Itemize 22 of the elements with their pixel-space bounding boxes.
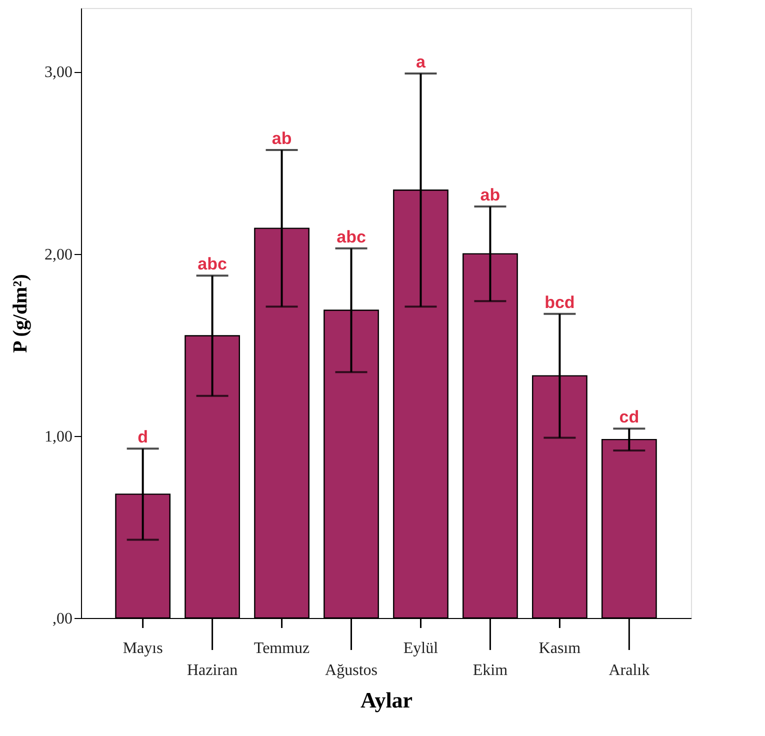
annotation: bcd	[544, 292, 575, 312]
x-tick-label: Ağustos	[325, 662, 378, 679]
annotation: abc	[336, 227, 366, 246]
x-tick-label: Eylül	[403, 640, 439, 657]
x-tick-label: Kasım	[538, 640, 582, 657]
annotation: ab	[272, 129, 292, 148]
x-tick-label: Haziran	[186, 662, 238, 679]
annotation: ab	[480, 185, 500, 204]
x-tick-label: Mayıs	[122, 640, 163, 657]
y-tick-label: ,00	[52, 610, 72, 628]
y-axis-title: P (g/dm²)	[10, 274, 32, 353]
annotation: a	[416, 52, 426, 72]
x-tick-label: Aralık	[608, 662, 650, 679]
annotation: abc	[198, 254, 227, 274]
annotation: cd	[619, 408, 640, 427]
x-tick-label: Ekim	[472, 662, 508, 679]
y-tick-label: 1,00	[44, 428, 72, 446]
y-tick-label: 2,00	[44, 246, 72, 264]
y-tick-label: 3,00	[44, 64, 72, 82]
x-axis-title: Aylar	[360, 688, 413, 712]
x-tick-label: Temmuz	[254, 640, 310, 657]
annotation: d	[138, 428, 148, 447]
